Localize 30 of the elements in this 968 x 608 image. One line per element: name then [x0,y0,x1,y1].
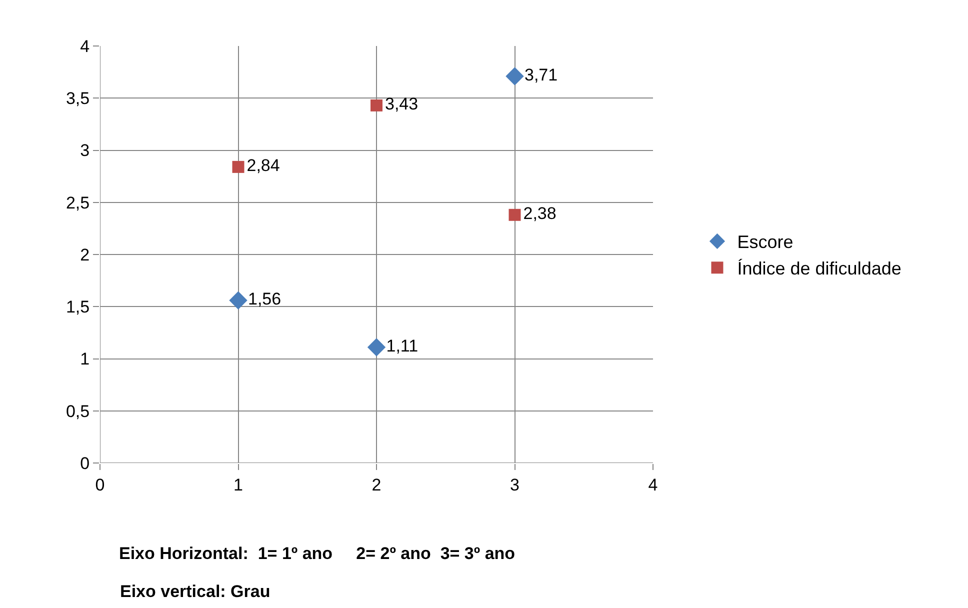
point [232,160,244,173]
y-tick-label: 1 [80,350,90,369]
y-tick-label: 3,5 [66,89,90,108]
point [506,67,524,86]
y-tick-label: 0,5 [66,402,90,421]
data-label: 2,38 [523,204,556,224]
text: Eixo Horizontal: 1= 1º ano 2= 2º ano 3= 3º ano [119,544,516,563]
y-tick-label: 2,5 [66,193,90,212]
x-tick-label: 1 [234,475,243,494]
x-tick-label: 0 [95,475,105,494]
point [370,99,382,112]
y-tick-label: 2 [80,245,90,264]
y-tick-label: 3 [80,141,90,160]
data-label: 3,71 [524,65,558,84]
data-label: 1,11 [386,336,418,356]
legend-label: Índice de dificuldade [737,258,902,279]
y-tick-label: 4 [80,36,90,56]
point [508,208,521,221]
x-tick-label: 3 [510,475,520,494]
point [229,291,248,310]
data-label: 3,43 [385,94,418,114]
y-tick-label: 0 [80,454,90,473]
data-label: 2,84 [246,156,280,176]
legend-label: Escore [737,232,794,252]
x-tick-label: 2 [372,475,382,494]
y-tick-label: 1,5 [66,298,90,317]
point [367,338,386,356]
data-label: 1,56 [248,290,282,309]
text: Eixo vertical: Grau [120,582,270,601]
x-tick-label: 4 [648,475,658,494]
